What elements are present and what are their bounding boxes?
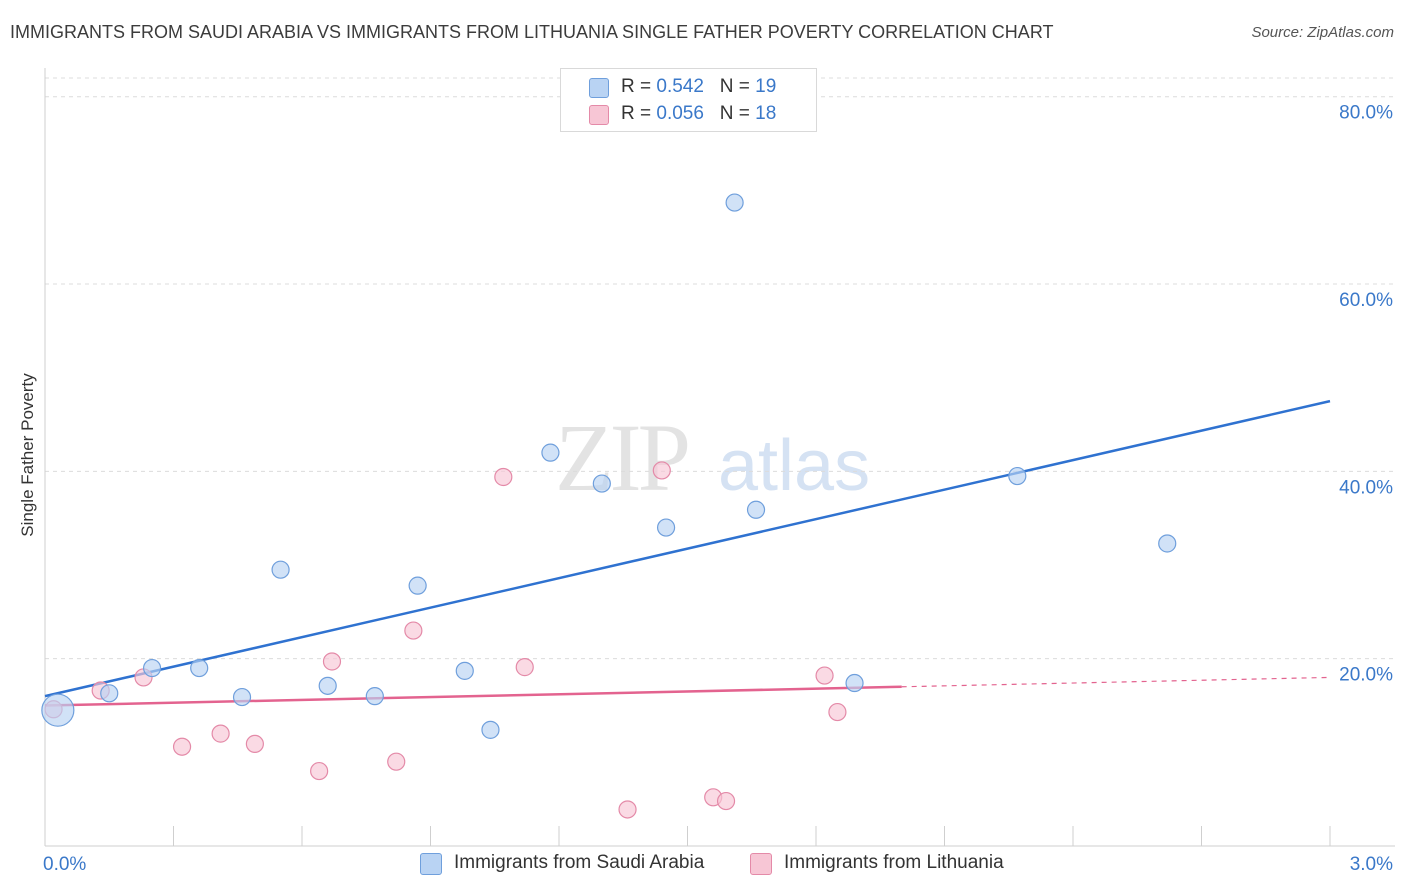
chart-title: IMMIGRANTS FROM SAUDI ARABIA VS IMMIGRAN… (10, 22, 1054, 42)
point-saudi (142, 658, 162, 678)
point-lithuania (515, 658, 534, 677)
point-saudi (408, 576, 427, 595)
y-tick-label: 60.0% (1339, 290, 1393, 311)
point-saudi (725, 193, 744, 212)
bottom-legend-swatch-blue (420, 853, 442, 875)
bottom-legend-label-saudi: Immigrants from Saudi Arabia (454, 852, 705, 873)
point-lithuania (815, 666, 834, 685)
point-saudi (845, 673, 864, 693)
source-label: Source: ZipAtlas.com (1251, 24, 1394, 41)
trend-line-lithuania-extension (901, 676, 1331, 688)
point-lithuania (652, 461, 671, 480)
legend-r-value: 0.056 (656, 103, 704, 124)
point-saudi (541, 443, 560, 462)
legend-n-value: 18 (755, 103, 777, 124)
point-lithuania (172, 737, 192, 756)
point-saudi (365, 687, 384, 706)
correlation-legend: R = 0.542 N = 19 R = 0.056 N = 18 (560, 68, 817, 132)
trend-line-saudi (44, 399, 1331, 698)
point-saudi (656, 518, 676, 537)
trend-line-lithuania (44, 685, 902, 707)
point-lithuania (716, 791, 736, 811)
bottom-legend-label-lithuania: Immigrants from Lithuania (784, 852, 1004, 873)
legend-r-label: R = (621, 76, 652, 97)
legend-n-label: N = (719, 76, 750, 97)
legend-swatch-pink (589, 105, 609, 125)
point-lithuania (245, 734, 264, 754)
point-lithuania (828, 702, 847, 722)
legend-n-value: 19 (755, 76, 777, 97)
point-lithuania (404, 621, 423, 640)
watermark-zip: ZIP (555, 404, 688, 511)
point-saudi (1158, 534, 1177, 553)
legend-r-label: R = (621, 103, 652, 124)
y-tick-label: 40.0% (1339, 477, 1393, 498)
legend-n-label: N = (719, 103, 750, 124)
point-lithuania (618, 800, 637, 819)
point-saudi (746, 500, 766, 519)
x-tick-label: 0.0% (43, 854, 86, 875)
x-tick-label: 3.0% (1350, 854, 1393, 875)
y-tick-label: 20.0% (1339, 665, 1393, 686)
point-saudi (232, 687, 252, 707)
point-saudi (100, 684, 119, 703)
point-saudi (190, 658, 209, 678)
point-saudi (318, 676, 337, 695)
watermark-atlas: atlas (718, 426, 870, 506)
legend-swatch-blue (589, 78, 609, 98)
point-saudi (481, 720, 500, 739)
point-saudi (455, 661, 474, 680)
bottom-legend-swatch-pink (750, 853, 772, 875)
point-saudi (41, 693, 75, 727)
point-saudi (271, 560, 290, 579)
point-lithuania (387, 752, 406, 771)
legend-r-value: 0.542 (656, 76, 704, 97)
point-lithuania (494, 467, 513, 487)
point-lithuania (322, 652, 342, 671)
point-lithuania (310, 761, 329, 781)
point-lithuania (211, 724, 230, 743)
point-saudi (592, 474, 611, 493)
point-saudi (1008, 466, 1027, 486)
y-tick-label: 80.0% (1339, 103, 1393, 124)
watermark: ZIP atlas (555, 404, 870, 511)
